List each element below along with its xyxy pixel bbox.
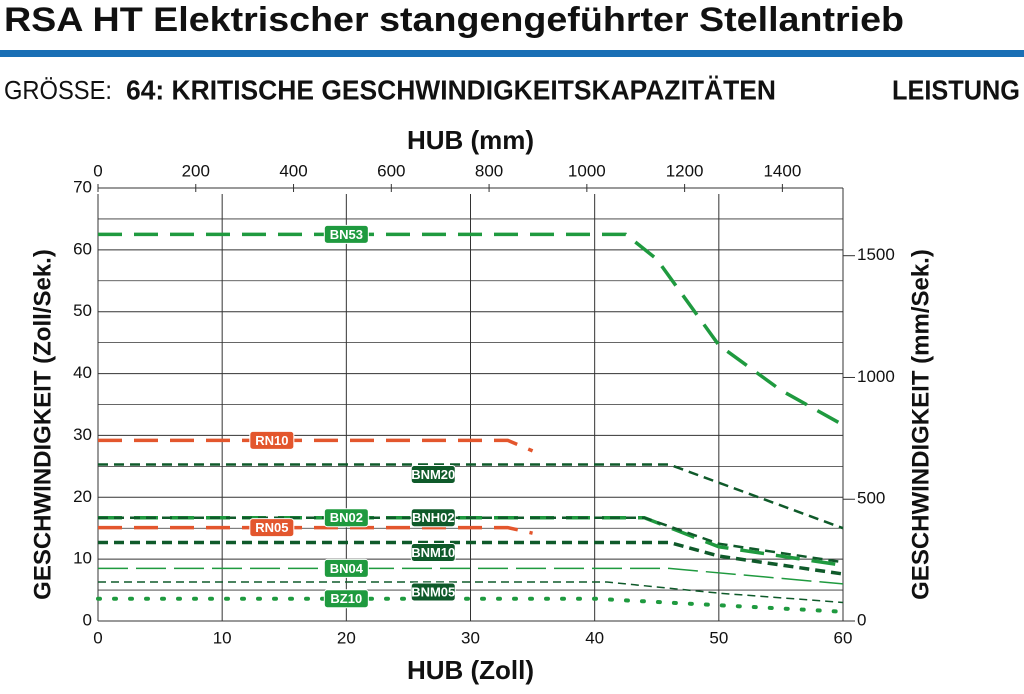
series-label: RN05 <box>255 520 288 535</box>
series-line <box>98 232 844 427</box>
x-tick-label: 10 <box>213 628 232 647</box>
x-tick-label: 40 <box>585 628 604 647</box>
series-line <box>98 463 844 530</box>
y-tick-label: 60 <box>73 239 92 258</box>
series-label-box <box>249 430 295 450</box>
y2-tick-label: 1500 <box>857 245 895 264</box>
x-tick-label: 0 <box>93 628 102 647</box>
series-label: BN53 <box>330 227 363 242</box>
y-tick-label: 20 <box>73 487 92 506</box>
x2-axis-title: HUB (mm) <box>407 125 534 155</box>
x2-tick-label: 0 <box>93 161 102 180</box>
x-tick-label: 60 <box>834 628 853 647</box>
series-line <box>98 525 533 535</box>
section-label: LEISTUNG <box>892 74 1020 105</box>
series-label-box <box>249 518 295 538</box>
series-label-box <box>410 582 456 602</box>
x-tick-label: 30 <box>461 628 480 647</box>
series-label: BN04 <box>330 561 364 576</box>
series-line <box>98 581 844 604</box>
subtitle: 64: KRITISCHE GESCHWINDIGKEITSKAPAZITÄTE… <box>126 74 776 105</box>
y-tick-label: 40 <box>73 363 92 382</box>
header-rule <box>0 50 1024 57</box>
x2-tick-label: 1000 <box>568 161 606 180</box>
y2-tick-label: 500 <box>857 489 885 508</box>
x-tick-label: 20 <box>337 628 356 647</box>
series-label-box <box>323 589 369 609</box>
series-label-box <box>323 508 369 528</box>
series-label: BZ10 <box>330 591 362 606</box>
x-axis-title: HUB (Zoll) <box>407 655 534 685</box>
series-label: BN02 <box>330 510 363 525</box>
y-tick-label: 10 <box>73 549 92 568</box>
series-label-box <box>410 542 456 562</box>
y2-tick-label: 0 <box>857 610 866 629</box>
y-axis-title: GESCHWINDIGKEIT (Zoll/Sek.) <box>29 249 56 600</box>
page-title: RSA HT Elektrischer stangengeführter Ste… <box>4 1 904 39</box>
series-label-box <box>323 224 369 244</box>
y-tick-label: 50 <box>73 301 92 320</box>
series-label: BNM10 <box>411 545 455 560</box>
series-label: BNM20 <box>411 467 455 482</box>
series-label: BNH02 <box>412 510 455 525</box>
series-line <box>98 567 844 585</box>
size-label: GRÖSSE: <box>4 75 112 105</box>
x2-tick-label: 800 <box>475 161 503 180</box>
x2-tick-label: 200 <box>182 161 210 180</box>
series-label-box <box>410 465 456 485</box>
y2-axis-title: GESCHWINDIGKEIT (mm/Sek.) <box>907 249 934 600</box>
series-line <box>98 540 844 576</box>
x2-tick-label: 1200 <box>666 161 704 180</box>
x2-tick-label: 1400 <box>763 161 801 180</box>
x2-tick-label: 400 <box>279 161 307 180</box>
y-tick-label: 70 <box>73 177 92 196</box>
x-tick-label: 50 <box>709 628 728 647</box>
series-label: RN10 <box>255 433 288 448</box>
series-label: BNM05 <box>411 584 455 599</box>
x2-tick-label: 600 <box>377 161 405 180</box>
series-label-box <box>323 558 369 578</box>
y-tick-label: 0 <box>83 610 92 629</box>
series-line <box>96 596 845 614</box>
series-label-box <box>410 508 456 528</box>
y2-tick-label: 1000 <box>857 367 895 386</box>
y-tick-label: 30 <box>73 425 92 444</box>
series-line <box>98 438 534 453</box>
series-line <box>98 516 844 564</box>
